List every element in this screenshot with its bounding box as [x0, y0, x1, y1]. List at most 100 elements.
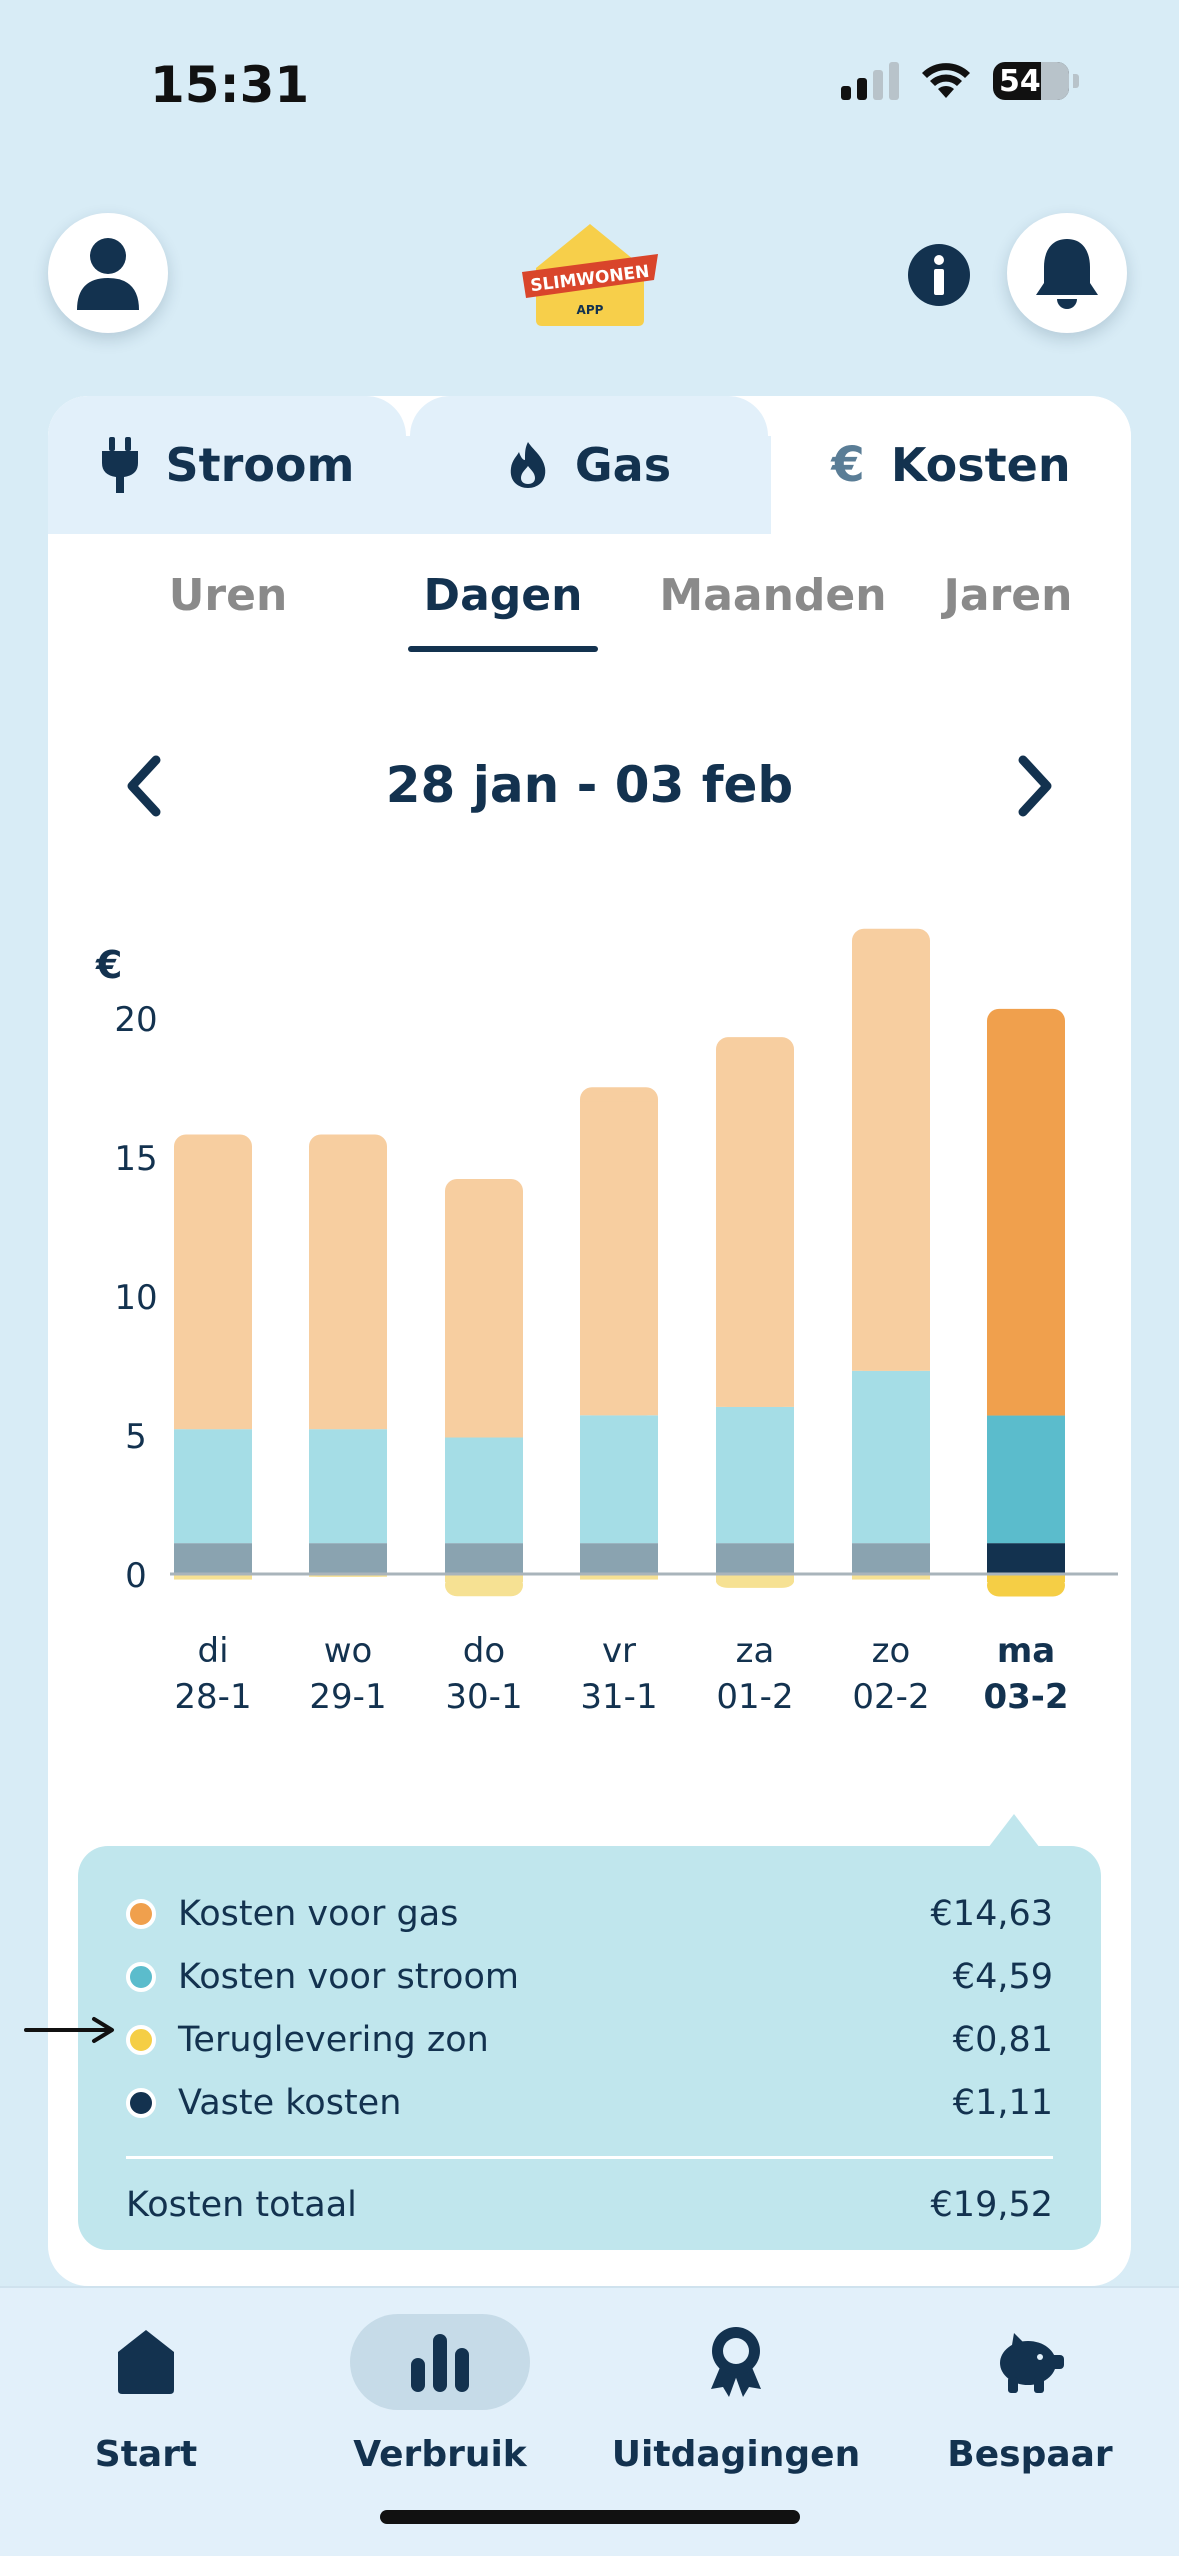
bar-segment-zon-top [580, 1574, 658, 1580]
plug-icon [101, 437, 138, 493]
nav-verbruik[interactable]: Verbruik [300, 2314, 580, 2475]
tab-dagen[interactable]: Dagen [378, 556, 628, 676]
bar-segment-vast [852, 1543, 930, 1574]
tab-uren[interactable]: Uren [168, 570, 288, 621]
signal-icon [841, 62, 899, 100]
bar-segment-gas-body [716, 1051, 794, 1407]
x-tick-day: zo [872, 1631, 911, 1671]
tab-gas-label: Gas [574, 438, 672, 492]
bell-icon [1036, 239, 1098, 309]
piggy-bank-icon [1000, 2333, 1064, 2393]
bar-segment-vast [716, 1543, 794, 1574]
y-tick-label: 0 [125, 1556, 147, 1596]
bar-segment-stroom [716, 1406, 794, 1544]
bar-segment-gas-body [445, 1192, 523, 1438]
bar-segment-zon-top [716, 1574, 794, 1582]
battery-level: 54 [999, 63, 1041, 99]
y-axis-label: € [95, 943, 122, 987]
bar-segment-stroom [174, 1429, 252, 1544]
legend-pointer [988, 1814, 1040, 1848]
y-tick-label: 20 [114, 1000, 157, 1040]
energy-card: Stroom Gas € Kosten Uren Dagen Maanden J… [48, 396, 1131, 2286]
status-time: 15:31 [150, 56, 310, 114]
wifi-icon [922, 63, 970, 98]
bar-segment-stroom [309, 1429, 387, 1544]
vast-dot-icon [126, 2087, 156, 2118]
y-tick-label: 15 [114, 1139, 157, 1179]
battery-icon: 54 [993, 62, 1069, 100]
home-icon [118, 2330, 174, 2394]
bar-segment-stroom [445, 1437, 523, 1544]
x-tick-day: do [463, 1631, 505, 1671]
tab-kosten[interactable]: € Kosten [771, 396, 1131, 534]
info-button[interactable] [908, 244, 970, 306]
bar-segment-stroom [852, 1370, 930, 1544]
period-tabs: Uren Dagen Maanden Jaren [48, 556, 1131, 676]
bar-segment-vast [174, 1543, 252, 1574]
legend-item-zon: Teruglevering zon €0,81 [126, 2008, 1053, 2071]
home-indicator [380, 2510, 800, 2524]
bar-segment-gas-body [174, 1148, 252, 1430]
gas-dot-icon [126, 1898, 156, 1929]
bar-segment-vast [580, 1543, 658, 1574]
y-tick-label: 10 [114, 1278, 157, 1318]
zon-dot-icon [126, 2024, 156, 2055]
x-tick-day: wo [324, 1631, 373, 1671]
bar-segment-zon-top [852, 1574, 930, 1580]
x-tick-day: vr [602, 1631, 636, 1671]
cost-bar-chart: €0 5 10 15 20 di 28-1 wo 29-1 do 30-1 vr 31-1 za 01-2 z… [95, 928, 1118, 1717]
tab-gas[interactable]: Gas [410, 396, 768, 534]
tab-stroom[interactable]: Stroom [48, 396, 406, 534]
legend-item-gas: Kosten voor gas €14,63 [126, 1882, 1053, 1945]
x-tick-date: 30-1 [445, 1677, 522, 1717]
award-icon [711, 2327, 761, 2397]
date-range-label: 28 jan - 03 feb [385, 756, 794, 814]
date-navigator: 28 jan - 03 feb [48, 726, 1131, 846]
bar-segment-zon-top [987, 1574, 1065, 1582]
x-tick-day: di [197, 1631, 228, 1671]
euro-icon: € [831, 437, 865, 493]
chevron-right-icon [1018, 755, 1052, 817]
legend-panel: Kosten voor gas €14,63 Kosten voor stroo… [78, 1846, 1101, 2250]
bar-segment-vast [987, 1543, 1065, 1574]
logo-sub: APP [577, 303, 604, 317]
chevron-left-icon [127, 755, 161, 817]
nav-start[interactable]: Start [6, 2314, 286, 2475]
tab-maanden[interactable]: Maanden [659, 570, 887, 621]
y-tick-label: 5 [125, 1417, 147, 1457]
nav-bespaar[interactable]: Bespaar [890, 2314, 1170, 2475]
next-period-button[interactable] [995, 746, 1075, 826]
bar-segment-zon-top [174, 1574, 252, 1580]
info-icon [934, 255, 944, 295]
legend-total: Kosten totaal €19,52 [126, 2185, 1053, 2225]
x-tick-day: ma [997, 1631, 1055, 1671]
nav-uitdagingen[interactable]: Uitdagingen [596, 2314, 876, 2475]
x-tick-date: 29-1 [309, 1677, 386, 1717]
x-tick-date: 28-1 [174, 1677, 251, 1717]
user-icon [77, 238, 139, 310]
previous-period-button[interactable] [104, 746, 184, 826]
legend-item-vast: Vaste kosten €1,11 [126, 2071, 1053, 2134]
annotation-arrow-icon [24, 2017, 114, 2043]
bar-segment-zon-top [445, 1574, 523, 1582]
status-icons: 54 [841, 62, 1079, 100]
legend-item-stroom: Kosten voor stroom €4,59 [126, 1945, 1053, 2008]
x-tick-date: 03-2 [983, 1677, 1068, 1717]
stroom-dot-icon [126, 1961, 156, 1992]
x-tick-date: 02-2 [852, 1677, 929, 1717]
bar-segment-gas-body [987, 1022, 1065, 1416]
flame-icon [510, 442, 546, 488]
notifications-button[interactable] [1007, 213, 1127, 333]
bar-segment-vast [309, 1543, 387, 1574]
bar-segment-gas-body [580, 1101, 658, 1416]
slimwonen-logo: SLIMWONEN APP [522, 224, 658, 326]
energy-tabs: Stroom Gas € Kosten [48, 396, 1131, 534]
bar-segment-vast [445, 1543, 523, 1574]
legend-divider [126, 2156, 1053, 2159]
bar-segment-gas-body [852, 942, 930, 1371]
tab-jaren[interactable]: Jaren [943, 570, 1073, 621]
tab-stroom-label: Stroom [165, 438, 355, 492]
x-tick-date: 31-1 [580, 1677, 657, 1717]
bar-chart-icon [411, 2334, 469, 2392]
profile-button[interactable] [48, 213, 168, 333]
